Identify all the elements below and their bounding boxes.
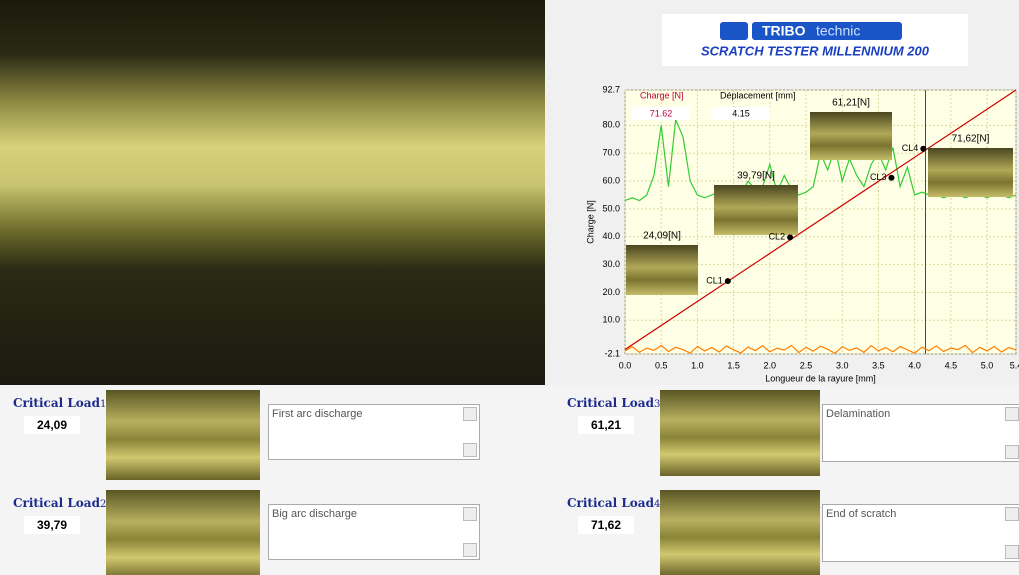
x-axis-label: Longueur de la rayure [mm] [765,373,876,383]
x-tick-label: 2.5 [800,360,813,370]
scroll-button[interactable] [1005,445,1019,459]
x-tick-label: 5.0 [981,360,994,370]
marker-label: CL1 [706,275,723,285]
comment-text: Delamination [826,408,890,420]
y-tick-label: 50.0 [602,203,620,213]
critical-load-value: 39,79 [24,516,80,534]
label-text: Critical Load [567,496,654,510]
label-text: Critical Load [567,396,654,410]
x-tick-label: 3.0 [836,360,849,370]
readout-value: 4.15 [732,108,750,118]
x-tick-label: 1.5 [727,360,740,370]
readout-value: 71.62 [650,108,673,118]
critical-load-label: Critical Load2 [13,496,106,510]
comment-box[interactable]: First arc discharge [268,404,480,460]
critical-load-label: Critical Load3 [567,396,660,410]
scroll-button[interactable] [463,543,477,557]
critical-load-image [660,390,820,476]
critical-load-image [106,490,260,575]
marker-value-label: 24,09[N] [643,231,681,242]
x-tick-label: 3.5 [872,360,885,370]
marker-label: CL3 [870,172,887,182]
readout-label: Charge [N] [640,90,684,100]
marker-point [725,278,731,284]
comment-box[interactable]: Delamination [822,404,1019,462]
x-tick-label: 1.0 [691,360,704,370]
scroll-button[interactable] [1005,407,1019,421]
critical-load-value: 24,09 [24,416,80,434]
critical-load-image [660,490,820,575]
marker-value-label: 61,21[N] [832,98,870,109]
marker-value-label: 71,62[N] [952,134,990,145]
y-tick-label: 30.0 [602,259,620,269]
label-text: Critical Load [13,496,100,510]
x-tick-label: 5.4 [1010,360,1019,370]
x-tick-label: 2.0 [764,360,777,370]
x-tick-label: 0.5 [655,360,668,370]
product-title: SCRATCH TESTER MILLENNIUM 200 [701,43,930,58]
critical-load-value: 61,21 [578,416,634,434]
comment-text: First arc discharge [272,408,362,420]
y-tick-label: 70.0 [602,148,620,158]
marker-point [920,146,926,152]
y-tick-label: 92.7 [602,84,620,94]
marker-thumbnail [626,245,698,295]
critical-load-value: 71,62 [578,516,634,534]
scroll-button[interactable] [1005,507,1019,521]
comment-box[interactable]: End of scratch [822,504,1019,562]
scroll-button[interactable] [463,443,477,457]
critical-load-label: Critical Load4 [567,496,660,510]
scroll-button[interactable] [463,407,477,421]
marker-thumbnail [928,148,1013,197]
marker-thumbnail [714,185,798,235]
y-tick-label: -2.1 [604,348,620,358]
critical-load-image [106,390,260,480]
y-tick-label: 80.0 [602,120,620,130]
critical-load-label: Critical Load1 [13,396,106,410]
marker-label: CL4 [902,143,919,153]
marker-value-label: 39,79[N] [737,171,775,182]
label-text: Critical Load [13,396,100,410]
scroll-button[interactable] [1005,545,1019,559]
marker-thumbnail [810,112,892,160]
comment-box[interactable]: Big arc discharge [268,504,480,560]
logo-icon [720,22,748,40]
y-tick-label: 20.0 [602,287,620,297]
marker-label: CL2 [769,232,786,242]
readout-label: Déplacement [mm] [720,90,796,100]
chart: TRIBO technic SCRATCH TESTER MILLENNIUM … [0,0,1019,575]
x-tick-label: 4.0 [908,360,921,370]
comment-text: Big arc discharge [272,508,357,520]
marker-point [787,234,793,240]
logo-brand-light: technic [816,23,860,39]
y-tick-label: 10.0 [602,315,620,325]
app-window: TRIBO technic SCRATCH TESTER MILLENNIUM … [0,0,1019,575]
marker-point [888,175,894,181]
y-tick-label: 60.0 [602,175,620,185]
comment-text: End of scratch [826,508,896,520]
scroll-button[interactable] [463,507,477,521]
logo-brand: TRIBO [762,23,806,39]
x-tick-label: 4.5 [945,360,958,370]
y-axis-label: Charge [N] [585,200,595,244]
y-tick-label: 40.0 [602,231,620,241]
x-tick-label: 0.0 [619,360,632,370]
